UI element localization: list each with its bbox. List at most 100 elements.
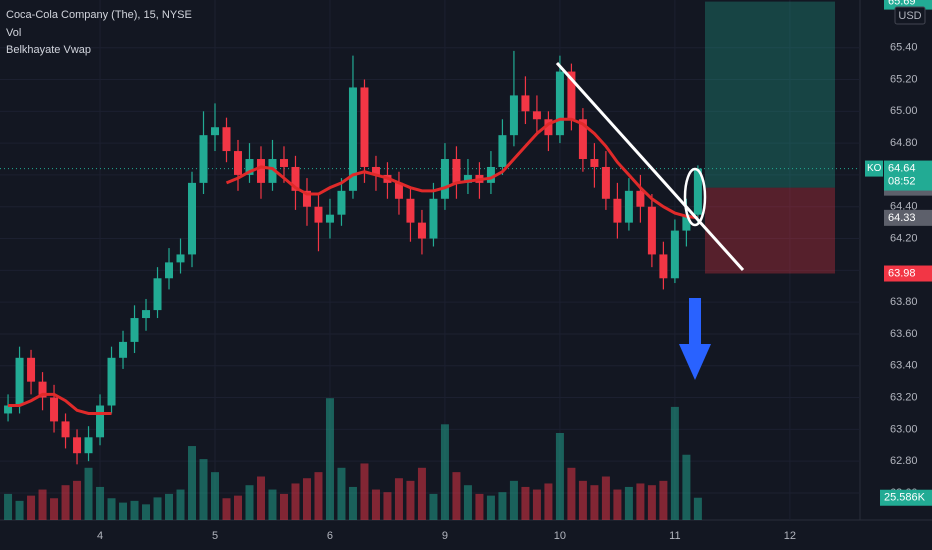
volume-bar — [27, 495, 36, 520]
candle-body — [61, 421, 70, 438]
indicator-lines — [8, 117, 699, 415]
candle-body — [417, 222, 426, 239]
candle-body — [165, 262, 174, 279]
candle-body — [4, 405, 13, 414]
volume-bar — [73, 480, 82, 520]
volume-bar — [360, 463, 369, 520]
candle-body — [325, 214, 334, 223]
volume-label-bg — [880, 489, 932, 506]
y-tick-label: 63.60 — [890, 328, 918, 340]
volume-bar — [291, 483, 300, 520]
candle-body — [84, 437, 93, 454]
volume-bar — [670, 406, 679, 520]
y-tick-label: 64.20 — [890, 232, 918, 244]
volume-bar — [153, 497, 162, 520]
volume-bar — [279, 493, 288, 520]
volume-bar — [130, 500, 139, 520]
volume-bar — [119, 502, 128, 520]
candle-body — [613, 198, 622, 223]
volume-bar — [544, 483, 553, 520]
candle-body — [682, 214, 691, 231]
volume-bar — [337, 467, 346, 520]
candle-body — [394, 182, 403, 199]
candle-body — [291, 166, 300, 191]
candle-body — [624, 190, 633, 223]
volume-bar — [38, 489, 47, 520]
y-tick-label: 65.00 — [890, 105, 918, 117]
currency-box[interactable] — [894, 6, 926, 25]
marker-price-bg — [884, 209, 932, 226]
volume-bar — [268, 489, 277, 520]
candle-body — [544, 119, 553, 136]
candle-body — [360, 87, 369, 167]
target-price-bg — [884, 0, 932, 10]
vwap-line — [225, 117, 699, 220]
volume-bar — [682, 454, 691, 520]
volume-bar — [429, 493, 438, 520]
volume-bar — [601, 476, 610, 520]
x-tick-label: 9 — [442, 530, 448, 542]
y-tick-label: 63.80 — [890, 296, 918, 308]
volume-bar — [613, 489, 622, 520]
candle-body — [486, 166, 495, 183]
y-tick-label: 65.40 — [890, 42, 918, 54]
y-tick-label: 65.20 — [890, 73, 918, 85]
candle-body — [15, 357, 24, 406]
candle-body — [371, 166, 380, 175]
down-arrow[interactable] — [679, 298, 711, 380]
stop-price-bg — [884, 265, 932, 282]
y-tick-label: 64.40 — [890, 201, 918, 213]
x-tick-label: 6 — [327, 530, 333, 542]
volume-bar — [61, 485, 70, 520]
countdown: 08:52 — [888, 175, 916, 187]
candle-body — [555, 71, 564, 136]
volume-bar — [394, 478, 403, 520]
highlight-ellipse[interactable] — [683, 167, 707, 227]
x-tick-label: 5 — [212, 530, 218, 542]
candle-body — [73, 437, 82, 454]
volume-bar — [590, 485, 599, 520]
volume-bar — [176, 489, 185, 520]
candle-body — [337, 190, 346, 215]
volume-bar — [406, 480, 415, 520]
target-zone[interactable] — [705, 1, 835, 188]
candle-body — [211, 127, 219, 136]
stop-zone[interactable] — [705, 187, 835, 274]
volume-bar — [96, 486, 105, 520]
volume-bar — [636, 483, 645, 520]
candle-body — [578, 119, 587, 160]
arrow-head — [679, 344, 711, 380]
volume-bar — [222, 498, 231, 520]
target-price: 65.69 — [888, 0, 916, 7]
volume-bar — [211, 472, 219, 520]
volume-bar — [188, 446, 197, 520]
volume-pane — [4, 398, 702, 520]
candle-body — [348, 87, 357, 191]
volume-bar — [440, 424, 449, 520]
chart-title: Coca-Cola Company (The), 15, NYSE — [6, 9, 192, 21]
volume-bar — [498, 492, 507, 520]
arrow-shaft — [689, 298, 701, 346]
candle-body — [521, 95, 530, 112]
volume-bar — [463, 485, 472, 520]
volume-bar — [693, 497, 702, 520]
candle-body — [279, 159, 288, 167]
volume-bar — [245, 485, 254, 520]
volume-bar — [647, 485, 656, 520]
volume-bar — [4, 493, 13, 520]
volume-bar — [256, 476, 265, 520]
symbol-bg[interactable] — [865, 160, 883, 177]
candle-body — [590, 159, 599, 167]
volume-bar — [325, 398, 334, 520]
volume-bar — [371, 489, 380, 520]
volume-bar — [15, 500, 24, 520]
trend-line[interactable] — [555, 61, 745, 272]
volume-bar — [509, 480, 518, 520]
volume-bar — [383, 492, 392, 520]
candle-body — [188, 182, 197, 255]
volume-bar — [84, 467, 93, 520]
y-tick-label: 63.20 — [890, 391, 918, 403]
volume-bar — [50, 498, 59, 520]
